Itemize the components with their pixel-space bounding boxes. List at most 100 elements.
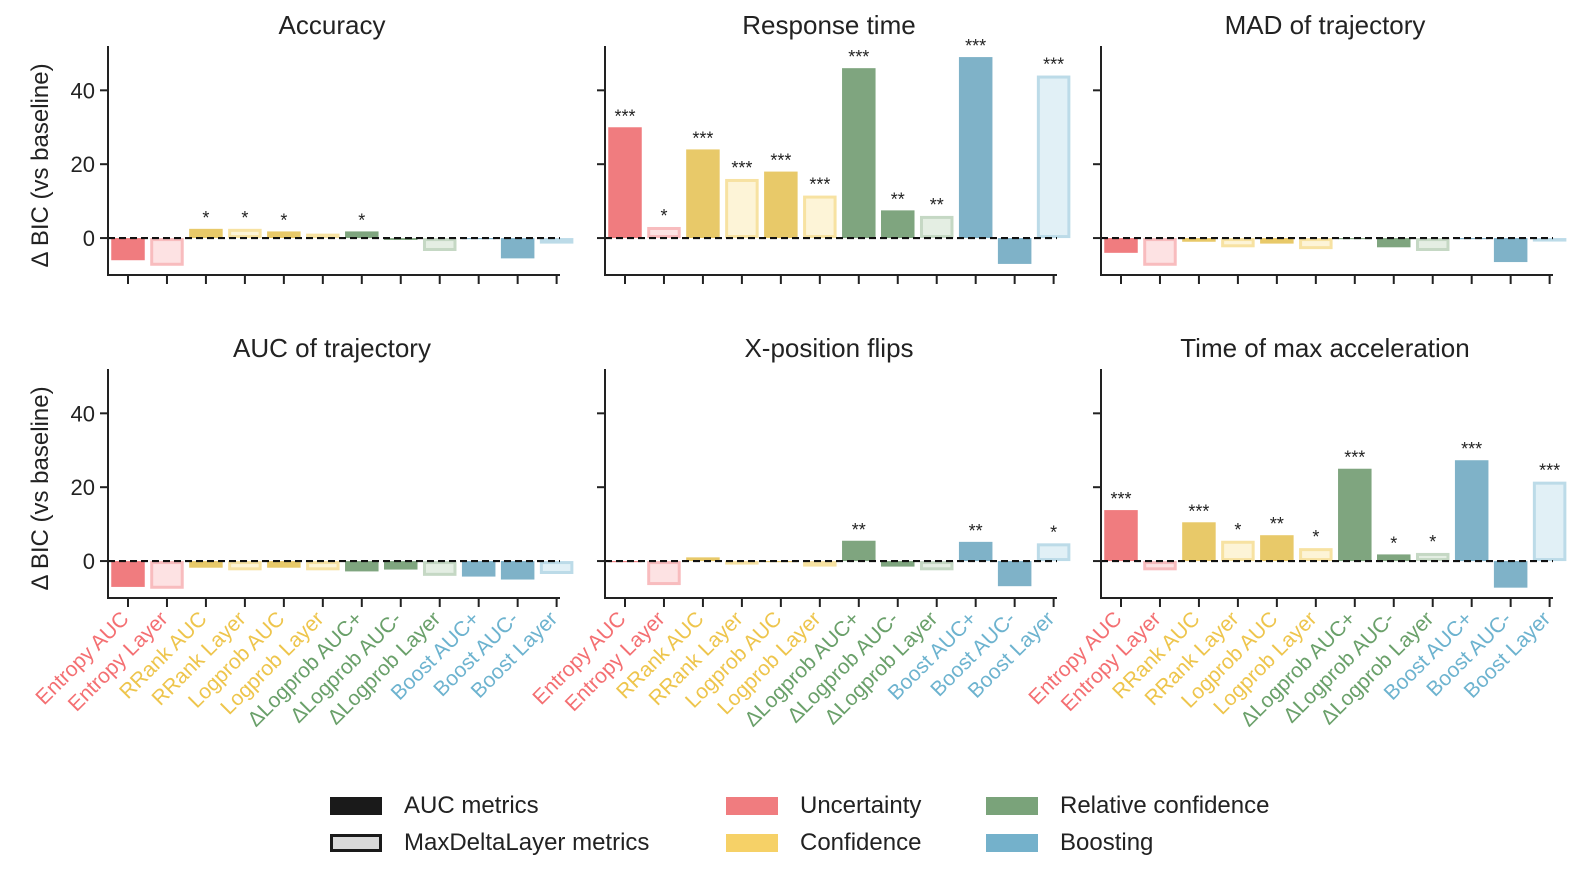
significance-label: *** [692, 128, 713, 148]
bar [1415, 552, 1450, 562]
significance-label: *** [1188, 501, 1209, 521]
significance-label: * [358, 210, 365, 230]
panel-2: Response time********** *********** ******… [597, 10, 1071, 284]
bar [1182, 522, 1216, 562]
significance-label: * [1429, 532, 1436, 552]
bar [461, 561, 496, 577]
bar [461, 238, 496, 240]
bar [1260, 535, 1294, 562]
bar [958, 57, 993, 239]
panel-title: MAD of trajectory [1225, 10, 1426, 40]
bar [1182, 238, 1216, 242]
bar [1532, 238, 1567, 242]
significance-label: * [241, 208, 248, 228]
y-tick-label: 40 [71, 401, 95, 426]
bar [267, 561, 301, 568]
bar [345, 561, 379, 572]
panel-title: AUC of trajectory [233, 333, 431, 363]
bar [189, 561, 223, 568]
y-tick-label: 40 [71, 78, 95, 103]
bar [150, 238, 184, 266]
bar [1338, 468, 1372, 562]
significance-label: *** [1461, 439, 1482, 459]
significance-label: ** [930, 195, 944, 215]
significance-label: * [1312, 527, 1319, 547]
bar [1454, 460, 1489, 562]
significance-label: * [202, 208, 209, 228]
bar [539, 561, 574, 574]
bar [500, 561, 535, 580]
significance-label: *** [809, 175, 830, 195]
bar [997, 561, 1032, 587]
significance-label: ** [852, 520, 866, 540]
bar [1104, 238, 1138, 253]
significance-label: *** [731, 158, 752, 178]
significance-label: * [1390, 533, 1397, 553]
bar [958, 541, 993, 562]
bar [1299, 548, 1333, 562]
bar [647, 561, 681, 586]
bar [1221, 540, 1255, 562]
y-tick-label: 20 [71, 475, 95, 500]
bar [267, 231, 301, 239]
bar [1221, 238, 1255, 248]
significance-label: * [1234, 520, 1241, 540]
panel-title: Time of max acceleration [1180, 333, 1469, 363]
significance-label: *** [1110, 489, 1131, 509]
bar [306, 233, 340, 239]
bar [1454, 238, 1489, 240]
bar [539, 238, 574, 244]
significance-label: *** [770, 151, 791, 171]
bar [384, 561, 418, 570]
panel-title: Accuracy [279, 10, 386, 40]
bar [764, 171, 798, 239]
bar [422, 238, 457, 251]
panel-3: MAD of trajectory [1093, 10, 1567, 284]
significance-label: *** [1539, 461, 1560, 481]
bar [228, 561, 262, 571]
panel-title: Response time [742, 10, 915, 40]
significance-label: *** [1344, 448, 1365, 468]
bar [189, 228, 223, 239]
y-tick-label: 0 [83, 549, 95, 574]
bar [725, 561, 759, 565]
bar [111, 238, 145, 261]
significance-label: * [1050, 522, 1057, 542]
bar [1036, 543, 1071, 562]
bar [881, 561, 915, 567]
bar [725, 178, 759, 239]
y-tick-label: 20 [71, 152, 95, 177]
bar [686, 149, 720, 239]
bar [150, 561, 184, 589]
bar [997, 238, 1032, 264]
panel-6: Time of max acceleration******* ******* **… [1024, 333, 1567, 731]
bar [345, 231, 379, 239]
significance-label: ** [891, 189, 905, 209]
y-axis-label: Δ BIC (vs baseline) [27, 63, 54, 267]
bar [608, 561, 642, 563]
bar [500, 238, 535, 259]
bar [686, 557, 720, 562]
bar [647, 226, 681, 239]
panel-1: Accuracy * * * * 0 20 40 Δ BIC (vs baseline) [27, 10, 574, 284]
bar [608, 127, 642, 239]
significance-label: *** [965, 36, 986, 56]
panel-5: X-position flips** ** *Entropy AUCEntropy … [528, 333, 1071, 731]
bar [422, 561, 457, 576]
bar [764, 561, 798, 563]
bar [881, 210, 915, 239]
bar [1493, 561, 1528, 588]
bar [1532, 481, 1567, 562]
panel-title: X-position flips [744, 333, 913, 363]
bar [228, 228, 262, 239]
bar [1377, 238, 1411, 248]
bar [1299, 238, 1333, 250]
bar [1036, 75, 1071, 239]
bar [842, 540, 876, 562]
bar [1415, 238, 1450, 251]
bar [803, 561, 837, 567]
bar [1493, 238, 1528, 263]
significance-label: *** [1043, 55, 1064, 75]
